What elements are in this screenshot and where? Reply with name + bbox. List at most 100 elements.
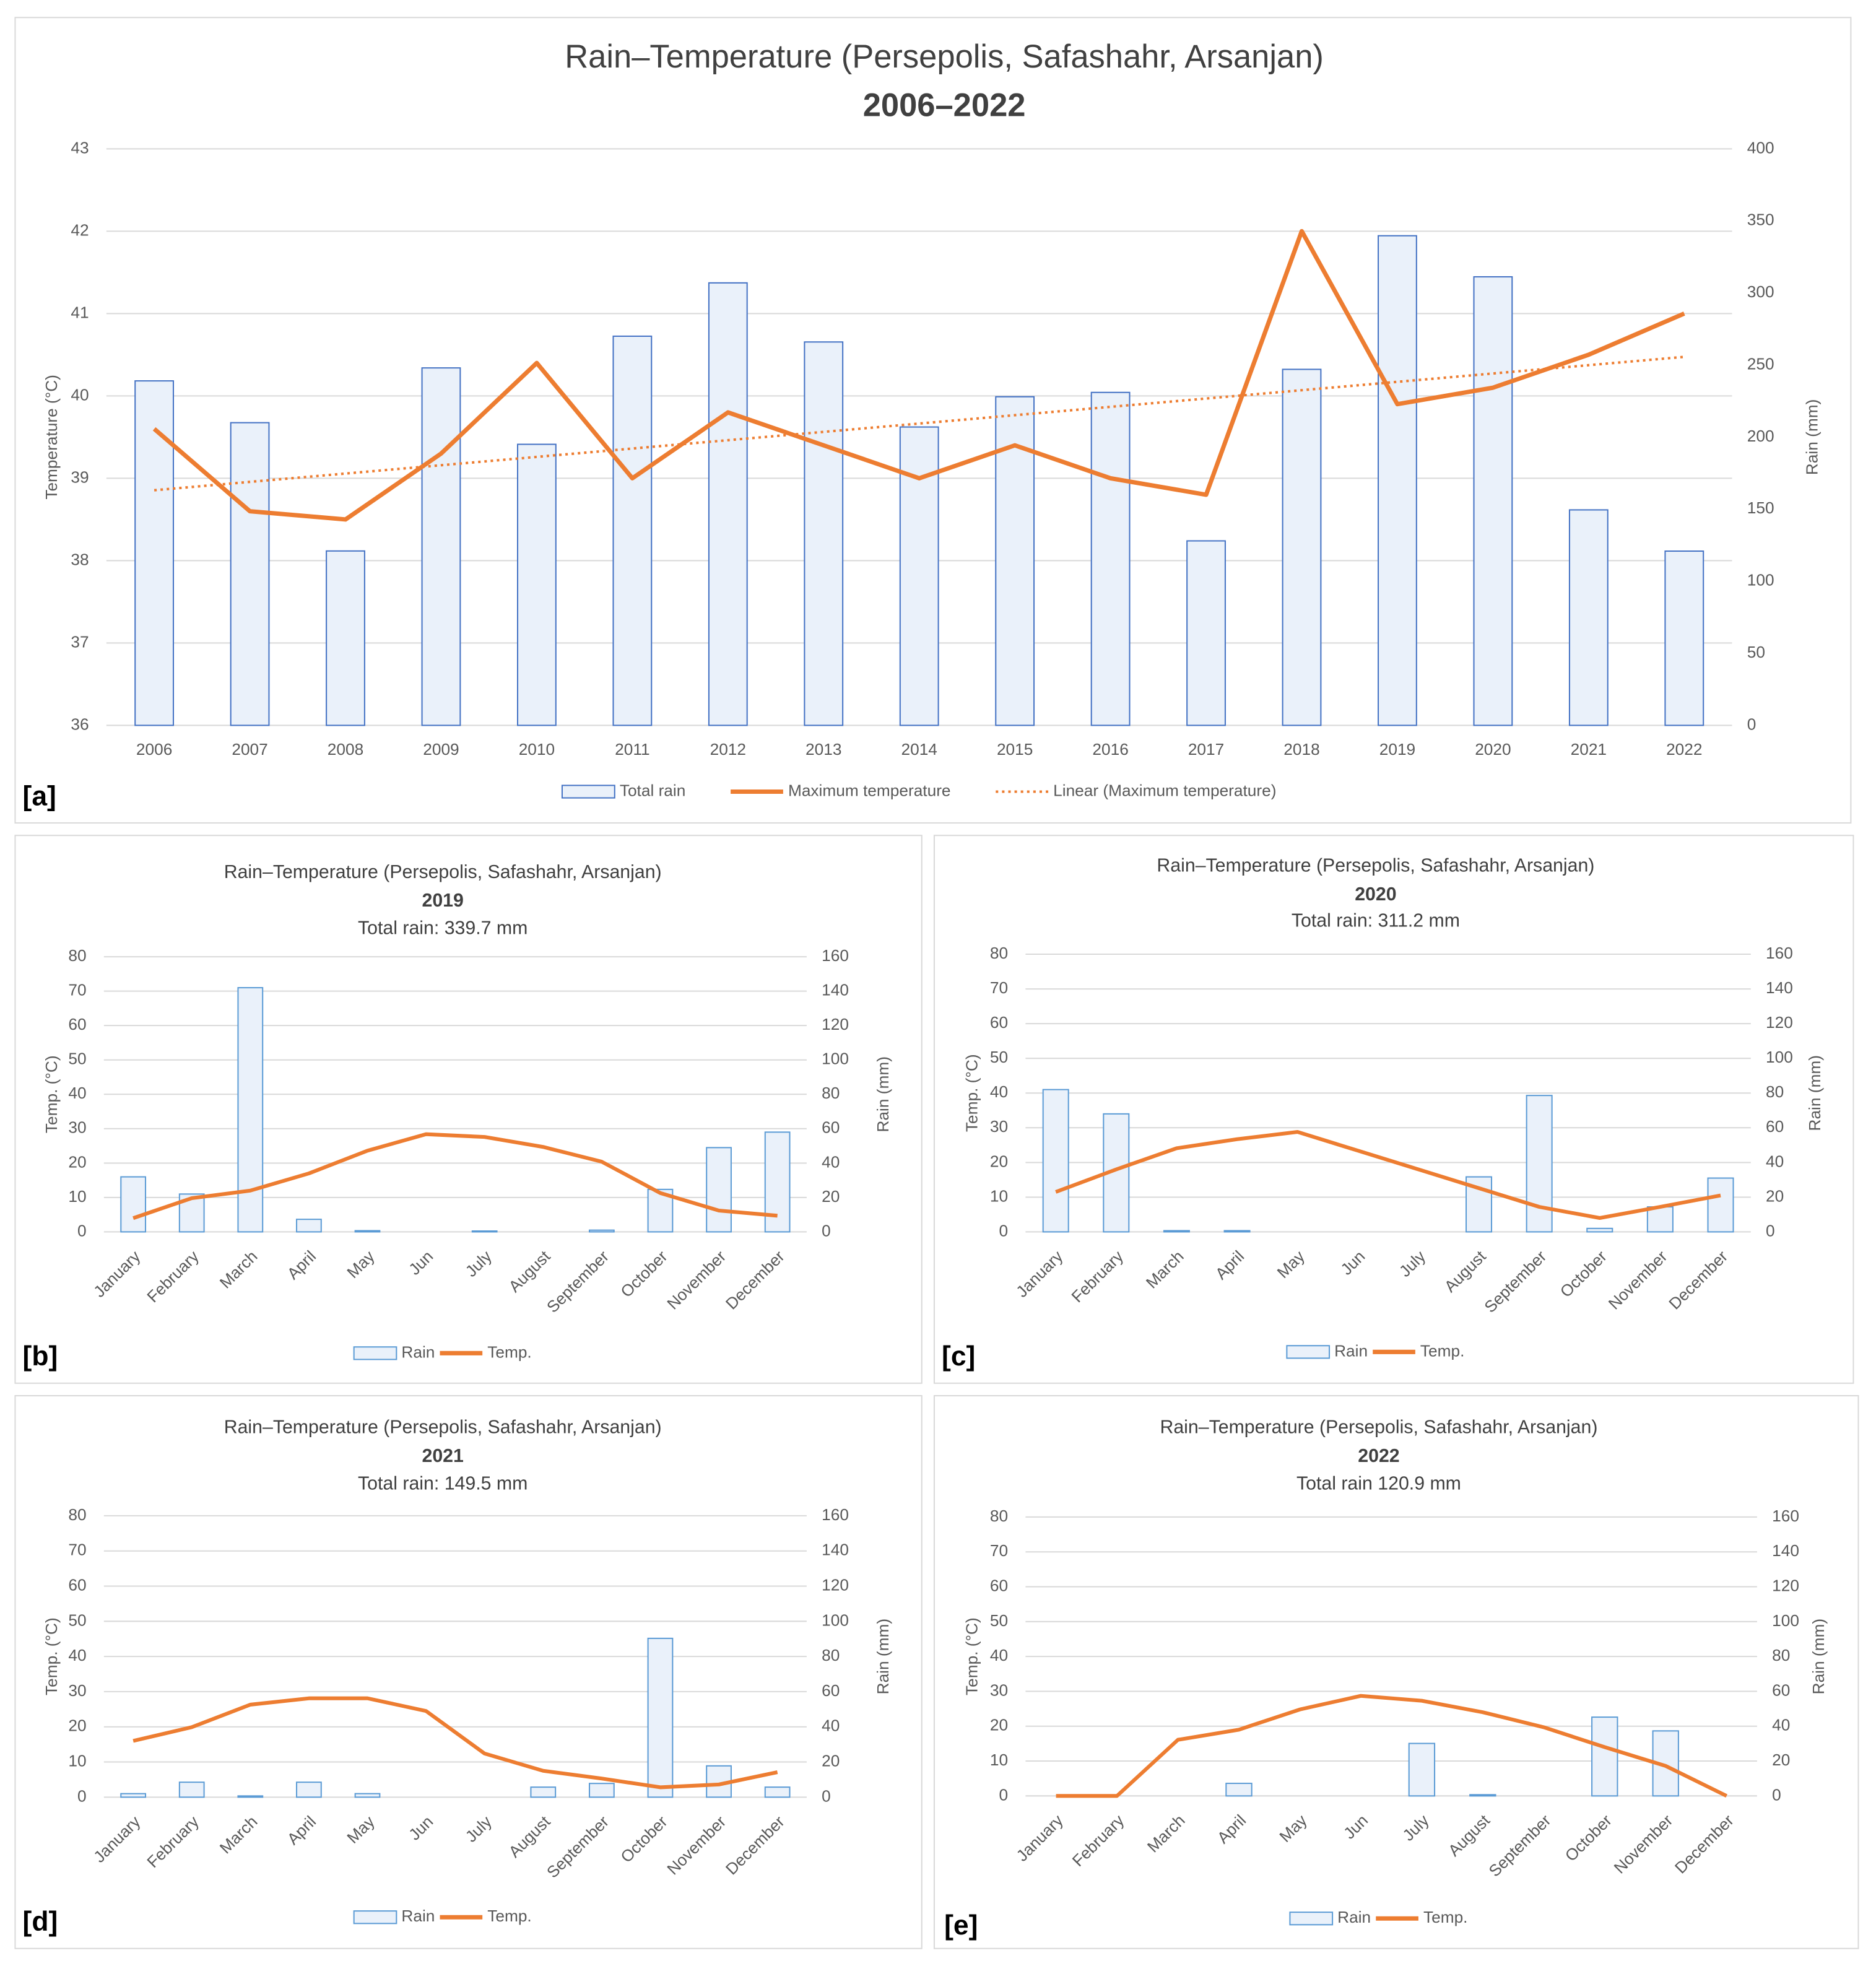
x-tick-label: 2016 (1092, 740, 1128, 759)
legend-label: Temp. (1420, 1341, 1464, 1360)
y2-tick-label: 300 (1747, 282, 1774, 301)
y2-tick-label: 100 (822, 1050, 849, 1068)
y2-axis-label: Rain (mm) (874, 1619, 892, 1694)
chart-title: Rain–Temperature (Persepolis, Safashahr,… (224, 862, 662, 882)
y2-tick-label: 80 (1766, 1082, 1784, 1101)
y-tick-label: 0 (77, 1221, 87, 1240)
y2-axis-label: Rain (mm) (1809, 1619, 1828, 1695)
x-tick-label: 2014 (901, 740, 937, 759)
bar (1568, 509, 1609, 726)
x-tick-label: 2017 (1188, 740, 1224, 759)
y-tick-label: 70 (990, 978, 1008, 997)
y2-tick-label: 80 (1772, 1646, 1790, 1664)
chart-note: Total rain: 149.5 mm (358, 1473, 528, 1494)
x-tick-label: 2012 (710, 740, 746, 759)
chart-title: Rain–Temperature (Persepolis, Safashahr,… (565, 38, 1324, 75)
y-tick-label: 30 (990, 1117, 1008, 1136)
y-axis-label: Temp. (°C) (962, 1054, 981, 1132)
bar (706, 1147, 732, 1233)
bar (178, 1781, 205, 1798)
y-tick-label: 40 (990, 1082, 1008, 1101)
y2-tick-label: 120 (822, 1575, 849, 1594)
y2-tick-label: 0 (1772, 1785, 1781, 1804)
y2-tick-label: 60 (1772, 1681, 1790, 1699)
line (1056, 1694, 1728, 1798)
y-tick-label: 50 (68, 1050, 86, 1068)
legend-label: Rain (1334, 1341, 1368, 1360)
y-tick-label: 30 (68, 1118, 86, 1137)
bar (1473, 276, 1513, 726)
bar (354, 1793, 381, 1798)
y2-tick-label: 250 (1747, 354, 1774, 373)
legend: Rain Temp. (1286, 1341, 1464, 1360)
y2-tick-label: 20 (1772, 1751, 1790, 1769)
legend-label: Rain (401, 1342, 435, 1361)
x-tick-label: 2008 (328, 740, 363, 759)
bar (1223, 1230, 1251, 1233)
y-tick-label: 30 (68, 1681, 86, 1700)
legend-swatch (1289, 1912, 1334, 1926)
y2-tick-label: 20 (1766, 1186, 1784, 1205)
bar (1664, 550, 1704, 726)
y2-tick-label: 140 (822, 1541, 849, 1559)
bar (1042, 1089, 1069, 1233)
y-tick-label: 42 (71, 220, 89, 239)
legend-label: Linear (Maximum temperature) (1053, 781, 1276, 799)
y-tick-label: 50 (990, 1048, 1008, 1066)
y2-tick-label: 0 (822, 1221, 831, 1240)
line (1055, 1129, 1721, 1220)
y2-axis-label: Rain (mm) (1805, 1055, 1824, 1131)
bar (1469, 1794, 1496, 1797)
y-tick-label: 0 (77, 1786, 87, 1805)
legend: Rain Temp. (1289, 1908, 1467, 1926)
bar (1586, 1227, 1613, 1233)
chart-title: Rain–Temperature (Persepolis, Safashahr,… (1160, 1417, 1597, 1438)
panel-frame (933, 835, 1854, 1384)
bar (120, 1176, 147, 1233)
chart-subtitle: 2022 (1358, 1446, 1399, 1466)
bar (1163, 1230, 1190, 1233)
y-tick-label: 40 (71, 385, 89, 404)
y2-tick-label: 20 (822, 1187, 840, 1206)
legend-swatch (353, 1346, 397, 1360)
y-tick-label: 50 (990, 1611, 1008, 1630)
y2-tick-label: 160 (1766, 944, 1793, 962)
y-tick-label: 80 (990, 1507, 1008, 1525)
chart-title: Rain–Temperature (Persepolis, Safashahr,… (1157, 856, 1594, 876)
y2-tick-label: 0 (822, 1786, 831, 1805)
bar (1591, 1716, 1618, 1797)
y-tick-label: 10 (990, 1751, 1008, 1769)
bar (1225, 1783, 1253, 1797)
y-tick-label: 39 (71, 468, 89, 486)
y-tick-label: 20 (990, 1716, 1008, 1734)
y2-axis-label: Rain (mm) (1803, 399, 1822, 476)
y2-tick-label: 400 (1747, 138, 1774, 157)
x-tick-label: 2020 (1475, 740, 1511, 759)
y-axis-label: Temperature (°C) (42, 375, 61, 500)
y2-tick-label: 140 (1766, 978, 1793, 997)
bar (612, 335, 653, 726)
y2-tick-label: 40 (1766, 1152, 1784, 1170)
x-tick-label: 2015 (997, 740, 1033, 759)
chart-subtitle: 2021 (422, 1446, 464, 1466)
y-tick-label: 70 (990, 1541, 1008, 1560)
y2-tick-label: 160 (1772, 1507, 1799, 1525)
chart-title: Rain–Temperature (Persepolis, Safashahr,… (224, 1417, 662, 1438)
legend: Total rain Maximum temperature Linear (Max… (561, 781, 1276, 799)
y-tick-label: 70 (68, 981, 86, 999)
x-tick-label: 2011 (615, 740, 649, 759)
legend-swatch (1286, 1345, 1331, 1359)
x-tick-label: 2018 (1283, 740, 1319, 759)
y2-tick-label: 60 (822, 1681, 840, 1700)
y2-tick-label: 140 (822, 981, 849, 999)
y2-tick-label: 100 (1772, 1611, 1799, 1630)
line (132, 1696, 778, 1790)
bar (230, 422, 270, 726)
y2-tick-label: 100 (822, 1611, 849, 1629)
bar (1282, 368, 1322, 726)
bar (1646, 1206, 1674, 1233)
y2-tick-label: 350 (1747, 211, 1774, 229)
y-tick-label: 0 (999, 1785, 1008, 1804)
bar (764, 1786, 791, 1798)
bar (1378, 235, 1417, 726)
